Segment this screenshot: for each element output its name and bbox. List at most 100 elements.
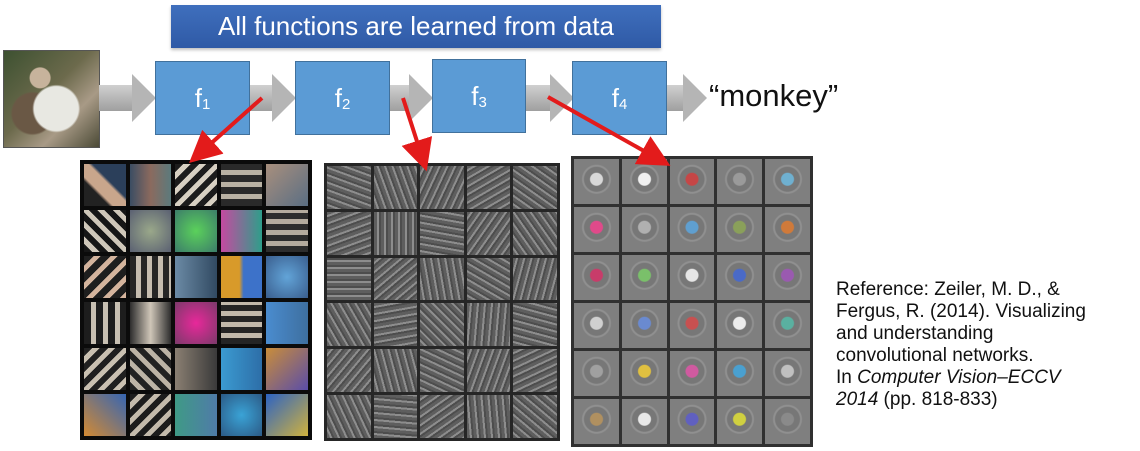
filter-tile: [220, 256, 263, 298]
function-subscript: 4: [618, 95, 628, 113]
banner-text: All functions are learned from data: [218, 11, 614, 41]
filter-tile: [765, 255, 810, 300]
filter-tile: [513, 395, 557, 438]
layer2-filter-grid: [324, 163, 560, 441]
filter-tile: [373, 211, 418, 255]
reference-line: convolutional networks.: [836, 345, 1034, 366]
red-pointer-arrow-f1: [189, 96, 264, 163]
filter-tile: [175, 348, 217, 390]
filter-tile: [373, 395, 418, 438]
filter-tile: [717, 399, 763, 444]
output-label: “monkey”: [709, 78, 839, 113]
filter-tile: [220, 210, 263, 252]
filter-tile: [513, 166, 557, 209]
filter-tile: [129, 302, 172, 344]
filter-tile: [513, 211, 557, 255]
filter-tile: [669, 303, 715, 348]
filter-tile: [175, 210, 217, 252]
filter-tile: [175, 164, 217, 206]
filter-tile: [669, 255, 715, 300]
filter-tile: [327, 257, 371, 301]
filter-tile: [420, 349, 464, 393]
filter-tile: [621, 207, 667, 252]
reference-line: Reference: Zeiler, M. D., &: [836, 279, 1060, 300]
filter-tile: [373, 257, 418, 301]
filter-tile: [574, 255, 619, 300]
filter-tile: [84, 302, 126, 344]
filter-tile: [574, 399, 619, 444]
filter-tile: [129, 164, 172, 206]
filter-tile: [84, 394, 126, 436]
filter-tile: [466, 349, 511, 393]
filter-tile: [327, 211, 371, 255]
filter-tile: [220, 164, 263, 206]
function-name: f: [334, 82, 342, 113]
filter-tile: [327, 303, 371, 347]
filter-tile: [84, 164, 126, 206]
reference-citation: Reference: Zeiler, M. D., & Fergus, R. (…: [836, 279, 1136, 411]
filter-tile: [266, 348, 308, 390]
filter-tile: [621, 351, 667, 396]
function-name: f: [471, 80, 479, 111]
filter-tile: [717, 351, 763, 396]
filter-tile: [220, 394, 263, 436]
reference-line: In Computer Vision–ECCV: [836, 367, 1136, 389]
filter-tile: [175, 394, 217, 436]
function-subscript: 2: [341, 95, 351, 113]
filter-tile: [513, 349, 557, 393]
filter-tile: [327, 349, 371, 393]
reference-prefix: In: [836, 367, 858, 388]
reference-pages: (pp. 818-833): [878, 389, 998, 410]
filter-tile: [574, 303, 619, 348]
filter-tile: [466, 166, 511, 209]
filter-tile: [175, 256, 217, 298]
filter-tile: [765, 303, 810, 348]
reference-line: 2014 (pp. 818-833): [836, 389, 1136, 411]
filter-tile: [129, 210, 172, 252]
filter-tile: [765, 399, 810, 444]
filter-tile: [466, 303, 511, 347]
filter-tile: [669, 399, 715, 444]
flow-arrow-5: [665, 74, 707, 122]
filter-tile: [621, 399, 667, 444]
filter-tile: [266, 394, 308, 436]
filter-tile: [765, 207, 810, 252]
flow-arrow-3: [389, 74, 433, 122]
filter-tile: [84, 210, 126, 252]
filter-tile: [621, 159, 667, 204]
red-pointer-arrow-f2: [401, 97, 433, 172]
reference-venue: Computer Vision–ECCV: [857, 367, 1061, 388]
reference-line: Fergus, R. (2014). Visualizing: [836, 301, 1086, 322]
filter-tile: [420, 395, 464, 438]
filter-tile: [765, 351, 810, 396]
filter-tile: [574, 159, 619, 204]
filter-tile: [220, 348, 263, 390]
flow-arrow-4: [525, 74, 574, 122]
filter-tile: [129, 394, 172, 436]
filter-tile: [266, 302, 308, 344]
filter-tile: [669, 207, 715, 252]
red-pointer-arrow-f3: [547, 95, 671, 166]
reference-year: 2014: [836, 389, 879, 410]
filter-tile: [266, 164, 308, 206]
filter-tile: [175, 302, 217, 344]
layer4-filter-grid: [571, 156, 813, 447]
filter-tile: [621, 255, 667, 300]
function-subscript: 3: [478, 93, 487, 111]
filter-tile: [373, 303, 418, 347]
filter-tile: [513, 257, 557, 301]
filter-tile: [717, 207, 763, 252]
filter-tile: [129, 348, 172, 390]
filter-tile: [513, 303, 557, 347]
filter-tile: [574, 207, 619, 252]
function-subscript: 1: [201, 95, 211, 113]
filter-tile: [574, 351, 619, 396]
function-name: f: [611, 82, 619, 113]
filter-tile: [84, 256, 126, 298]
filter-tile: [327, 166, 371, 209]
filter-tile: [420, 166, 464, 209]
